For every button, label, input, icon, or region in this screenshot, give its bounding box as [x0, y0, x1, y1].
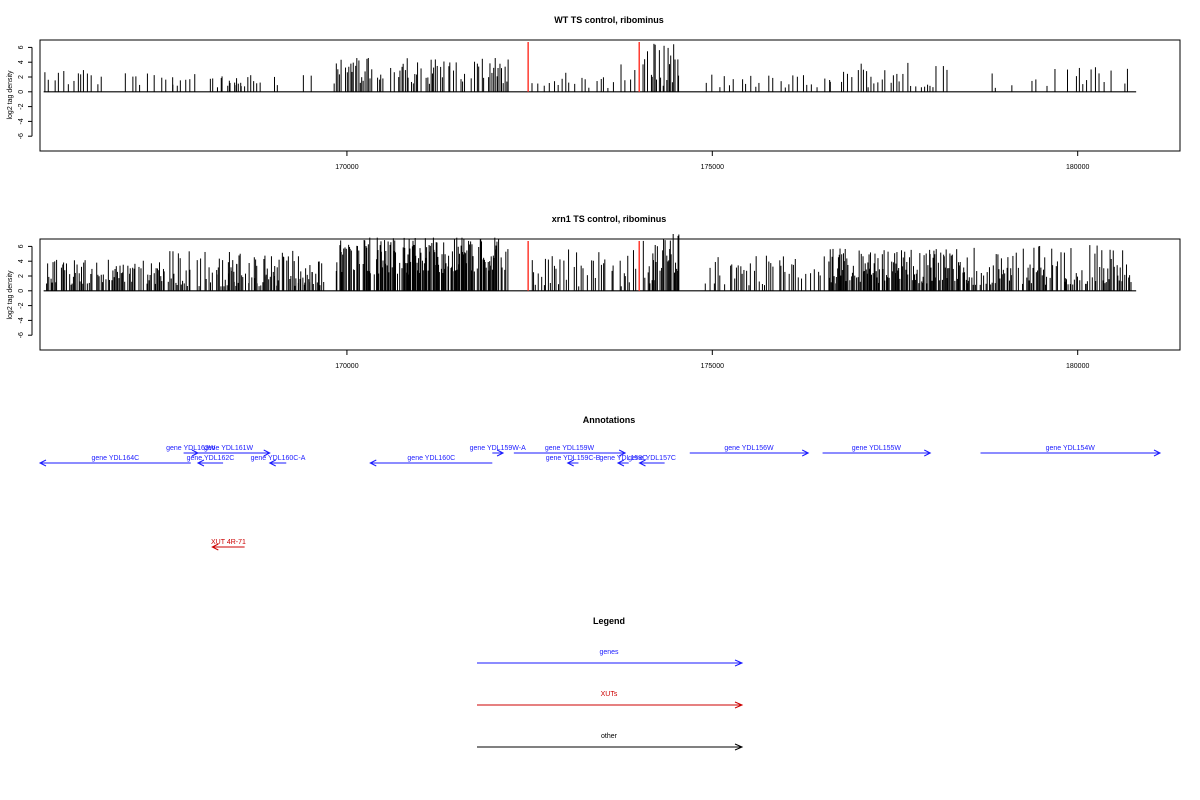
- xrn1-panel: xrn1 TS control, ribominus log2 tag dens…: [7, 214, 1181, 370]
- feature-gene: gene YDL155W: [822, 445, 932, 457]
- feature-gene: gene YDL161W: [187, 445, 271, 457]
- xrn1-y-axis-label: log2 tag density: [7, 270, 14, 320]
- legend-label: XUTs: [601, 691, 618, 698]
- arrow-head-icon: [924, 449, 932, 457]
- feature-label: gene YDL161W: [204, 445, 254, 452]
- y-tick-label: 2: [18, 274, 25, 278]
- xrn1-plot-frame: [39, 238, 1181, 351]
- y-tick-label: 6: [18, 244, 25, 248]
- legend-item-xut: XUTs: [477, 691, 744, 709]
- xrn1-marker-lines: [527, 241, 640, 291]
- y-tick-label: -6: [18, 332, 25, 338]
- y-tick-label: 0: [18, 90, 25, 94]
- legend-label: other: [601, 733, 618, 740]
- arrow-head-icon: [263, 449, 271, 457]
- annotations-title: Annotations: [583, 415, 636, 425]
- legend-item-other: other: [477, 733, 744, 751]
- xrn1-panel-title: xrn1 TS control, ribominus: [552, 214, 667, 224]
- arrow-head-icon: [734, 701, 744, 709]
- arrow-head-icon: [196, 459, 205, 467]
- feature-label: gene YDL159C-B: [546, 455, 601, 462]
- wt-signal-bars: [43, 43, 1137, 93]
- feature-gene: gene YDL162C: [187, 455, 235, 467]
- arrow-head-icon: [638, 459, 646, 467]
- x-tick-label: 180000: [1066, 164, 1089, 171]
- arrow-head-icon: [211, 543, 219, 551]
- y-tick-label: 0: [18, 289, 25, 293]
- legend-title: Legend: [593, 616, 625, 626]
- feature-gene: gene YDL158C: [599, 455, 647, 467]
- arrow-head-icon: [734, 743, 744, 751]
- wt-panel: WT TS control, ribominus log2 tag densit…: [7, 15, 1181, 171]
- arrow-head-icon: [268, 459, 276, 467]
- x-tick-label: 170000: [335, 363, 358, 370]
- feature-xut: XUT 4R-71: [211, 539, 246, 551]
- feature-label: gene YDL163W: [166, 445, 216, 452]
- y-tick-label: -2: [18, 103, 25, 109]
- feature-gene: gene YDL157C: [628, 455, 676, 467]
- feature-label: XUT 4R-71: [211, 539, 246, 546]
- wt-marker-lines: [527, 42, 640, 92]
- y-tick-label: 6: [18, 45, 25, 49]
- feature-label: gene YDL156W: [724, 445, 774, 452]
- x-tick-label: 180000: [1066, 363, 1089, 370]
- feature-gene: gene YDL164C: [38, 455, 191, 467]
- feature-label: gene YDL158C: [599, 455, 647, 462]
- wt-y-axis-label: log2 tag density: [7, 70, 14, 120]
- arrow-head-icon: [38, 459, 47, 467]
- xrn1-x-ticks: 170000 175000 180000: [335, 350, 1089, 370]
- feature-gene: gene YDL160C: [369, 455, 493, 467]
- feature-label: gene YDL160C: [407, 455, 455, 462]
- xrn1-y-ticks: 6 4 2 0 -2 -4 -6: [18, 244, 33, 338]
- arrow-head-icon: [801, 449, 810, 457]
- wt-panel-title: WT TS control, ribominus: [554, 15, 664, 25]
- wt-x-ticks: 170000 175000 180000: [335, 151, 1089, 171]
- arrow-head-icon: [616, 459, 625, 467]
- arrow-head-icon: [369, 459, 377, 467]
- wt-plot-frame: [39, 39, 1181, 152]
- arrow-head-icon: [618, 449, 627, 457]
- y-tick-label: -4: [18, 317, 25, 323]
- arrow-head-icon: [734, 659, 744, 667]
- feature-gene: gene YDL159C-B: [546, 455, 601, 467]
- y-tick-label: -4: [18, 118, 25, 124]
- y-tick-label: -6: [18, 133, 25, 139]
- feature-gene: gene YDL154W: [980, 445, 1162, 457]
- feature-label: gene YDL160C-A: [251, 455, 306, 462]
- feature-gene: gene YDL160C-A: [251, 455, 306, 467]
- legend-panel: Legend genes XUTs other: [477, 616, 744, 751]
- legend-item-gene: genes: [477, 649, 744, 667]
- y-tick-label: 4: [18, 60, 25, 64]
- arrow-head-icon: [1153, 449, 1162, 457]
- legend-items: genes XUTs other: [477, 649, 744, 751]
- feature-gene: gene YDL159W: [513, 445, 627, 457]
- y-tick-label: 2: [18, 75, 25, 79]
- arrow-head-icon: [566, 459, 574, 467]
- feature-label: gene YDL162C: [187, 455, 235, 462]
- wt-y-ticks: 6 4 2 0 -2 -4 -6: [18, 45, 33, 139]
- xrn1-signal-bars: [43, 234, 1137, 292]
- feature-label: gene YDL159W-A: [470, 445, 526, 452]
- x-tick-label: 170000: [335, 164, 358, 171]
- feature-label: gene YDL154W: [1046, 445, 1096, 452]
- annotation-features: gene YDL164C gene YDL163W gene YDL162C gene…: [38, 445, 1162, 551]
- y-tick-label: -2: [18, 302, 25, 308]
- feature-label: gene YDL159W: [545, 445, 595, 452]
- feature-gene: gene YDL156W: [689, 445, 810, 457]
- feature-label: gene YDL155W: [852, 445, 902, 452]
- x-tick-label: 175000: [701, 164, 724, 171]
- x-tick-label: 175000: [701, 363, 724, 370]
- y-tick-label: 4: [18, 259, 25, 263]
- feature-label: gene YDL164C: [92, 455, 140, 462]
- arrow-head-icon: [496, 449, 505, 457]
- feature-gene: gene YDL159W-A: [470, 445, 526, 457]
- feature-label: gene YDL157C: [628, 455, 676, 462]
- legend-label: genes: [599, 649, 619, 656]
